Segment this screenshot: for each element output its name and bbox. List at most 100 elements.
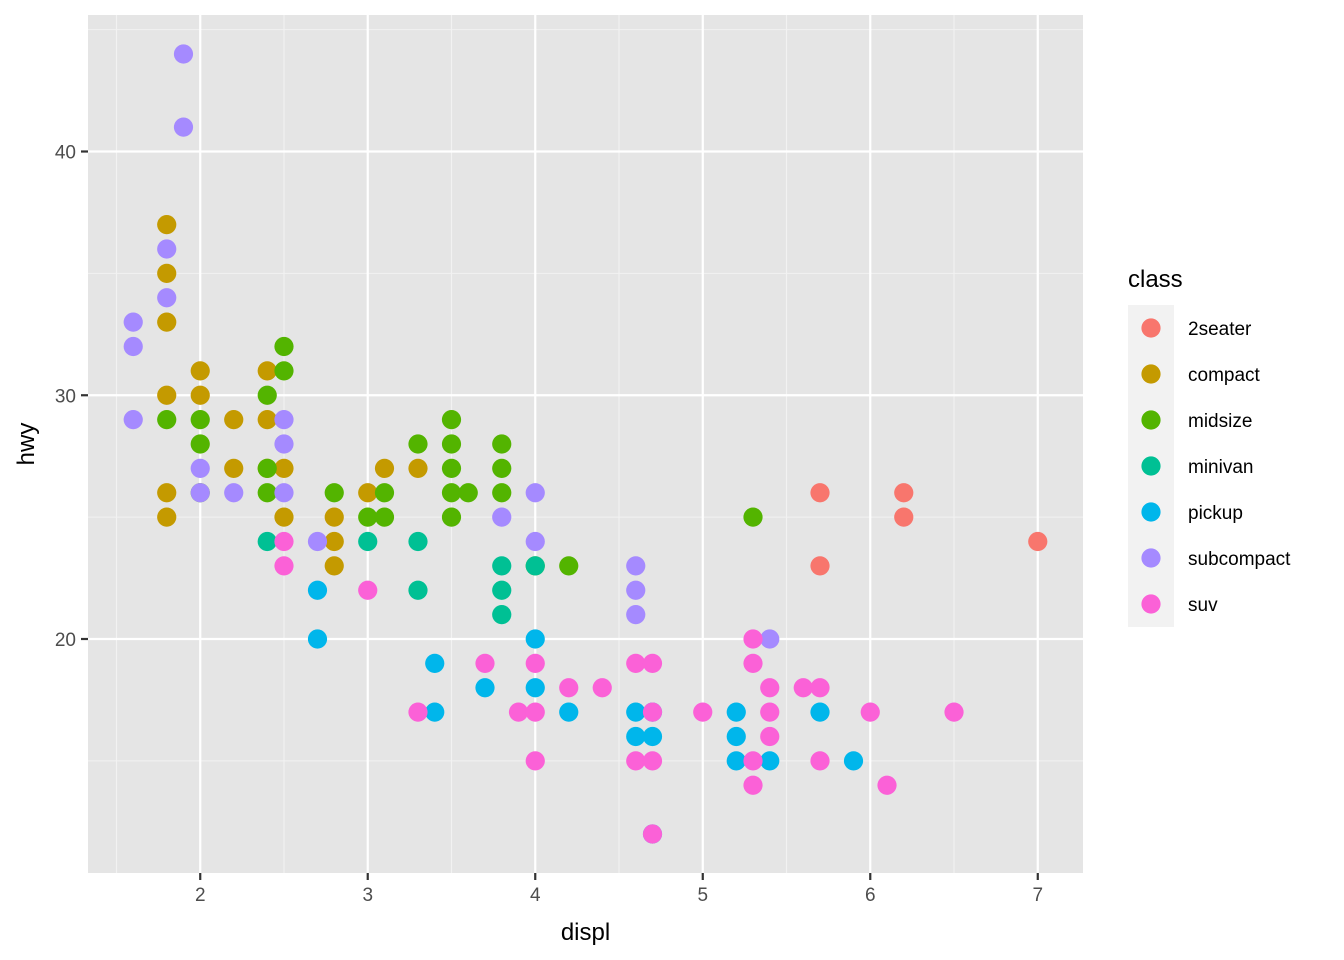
data-point-suv <box>525 702 545 722</box>
data-point-suv <box>642 751 663 771</box>
legend-key-subcompact <box>1141 548 1161 568</box>
data-point-suv <box>693 702 713 722</box>
data-point-suv <box>274 556 294 576</box>
data-point-midsize <box>492 483 512 503</box>
data-point-pickup <box>425 653 445 673</box>
legend-label-compact: compact <box>1188 365 1261 386</box>
data-point-compact <box>324 556 344 576</box>
data-point-compact <box>324 531 344 552</box>
data-point-pickup <box>626 702 646 722</box>
y-axis-title: hwy <box>13 423 40 466</box>
data-point-compact <box>274 507 294 527</box>
data-point-midsize <box>441 483 462 503</box>
legend: class 2seater compact midsize minivan pickup… <box>1128 266 1291 627</box>
x-tick-label: 4 <box>530 885 541 906</box>
data-point-pickup <box>843 751 864 771</box>
data-point-suv <box>793 678 813 698</box>
data-point-compact <box>157 507 177 527</box>
data-point-suv <box>760 726 780 747</box>
data-point-compact <box>157 263 177 283</box>
x-tick-label: 7 <box>1032 885 1043 906</box>
x-axis-title: displ <box>561 919 610 946</box>
data-point-minivan <box>408 531 428 552</box>
data-point-2seater <box>1028 531 1048 552</box>
legend-label-midsize: midsize <box>1188 411 1252 432</box>
data-point-midsize <box>190 410 210 430</box>
data-point-pickup <box>525 629 545 649</box>
data-point-suv <box>559 678 579 698</box>
data-point-midsize <box>492 434 512 454</box>
data-point-midsize <box>358 507 378 527</box>
legend-key-compact <box>1141 364 1161 384</box>
data-point-pickup <box>726 702 746 722</box>
data-point-suv <box>626 653 646 673</box>
data-point-pickup <box>307 580 328 600</box>
data-point-suv <box>810 678 830 698</box>
data-point-suv <box>475 653 495 673</box>
legend-label-subcompact: subcompact <box>1188 549 1291 570</box>
data-point-midsize <box>441 507 462 527</box>
x-tick-label: 2 <box>195 885 206 906</box>
data-point-pickup <box>760 751 780 771</box>
data-point-compact <box>157 385 177 405</box>
data-point-pickup <box>810 702 830 722</box>
data-point-2seater <box>810 556 830 576</box>
data-point-subcompact <box>123 410 143 430</box>
data-point-subcompact <box>190 483 210 503</box>
data-point-suv <box>626 751 646 771</box>
data-point-minivan <box>257 531 277 552</box>
y-tick-label: 30 <box>55 386 76 407</box>
data-point-subcompact <box>123 312 143 332</box>
data-point-subcompact <box>157 239 177 259</box>
grid-minor <box>88 15 1083 873</box>
legend-label-pickup: pickup <box>1188 503 1243 524</box>
data-point-midsize <box>492 458 512 478</box>
legend-key-pickup <box>1141 502 1161 522</box>
data-point-subcompact <box>274 434 294 454</box>
data-point-suv <box>743 775 763 795</box>
data-point-suv <box>743 629 763 649</box>
data-point-suv <box>743 653 763 673</box>
data-point-minivan <box>492 605 512 625</box>
data-point-midsize <box>458 483 478 503</box>
data-point-pickup <box>475 678 495 698</box>
data-point-compact <box>224 410 244 430</box>
data-point-suv <box>743 751 763 771</box>
data-point-compact <box>190 385 210 405</box>
x-tick-label: 6 <box>865 885 876 906</box>
data-point-suv <box>408 702 428 722</box>
legend-label-suv: suv <box>1188 595 1218 616</box>
data-point-suv <box>760 678 780 698</box>
legend-label-2seater: 2seater <box>1188 319 1252 340</box>
data-point-midsize <box>190 434 210 454</box>
data-point-midsize <box>374 507 395 527</box>
data-point-subcompact <box>525 531 545 552</box>
data-point-minivan <box>408 580 428 600</box>
data-point-compact <box>190 361 210 381</box>
data-point-subcompact <box>173 117 194 137</box>
data-point-subcompact <box>274 410 294 430</box>
data-point-2seater <box>894 483 914 503</box>
legend-key-suv <box>1141 594 1161 614</box>
data-point-pickup <box>559 702 579 722</box>
data-point-compact <box>157 215 177 235</box>
data-point-suv <box>642 653 663 673</box>
data-point-subcompact <box>173 44 194 64</box>
data-point-midsize <box>257 385 277 405</box>
data-point-suv <box>642 702 663 722</box>
data-point-subcompact <box>492 507 512 527</box>
data-point-subcompact <box>274 483 294 503</box>
data-point-pickup <box>525 678 545 698</box>
x-tick-label: 5 <box>697 885 708 906</box>
data-point-pickup <box>642 726 663 747</box>
data-point-midsize <box>441 434 462 454</box>
data-point-suv <box>525 751 545 771</box>
data-point-suv <box>810 751 830 771</box>
data-point-pickup <box>726 751 746 771</box>
data-point-midsize <box>441 458 462 478</box>
data-point-midsize <box>374 483 395 503</box>
legend-key-midsize <box>1141 410 1161 430</box>
data-point-pickup <box>307 629 328 649</box>
data-point-midsize <box>157 410 177 430</box>
data-point-midsize <box>743 507 763 527</box>
